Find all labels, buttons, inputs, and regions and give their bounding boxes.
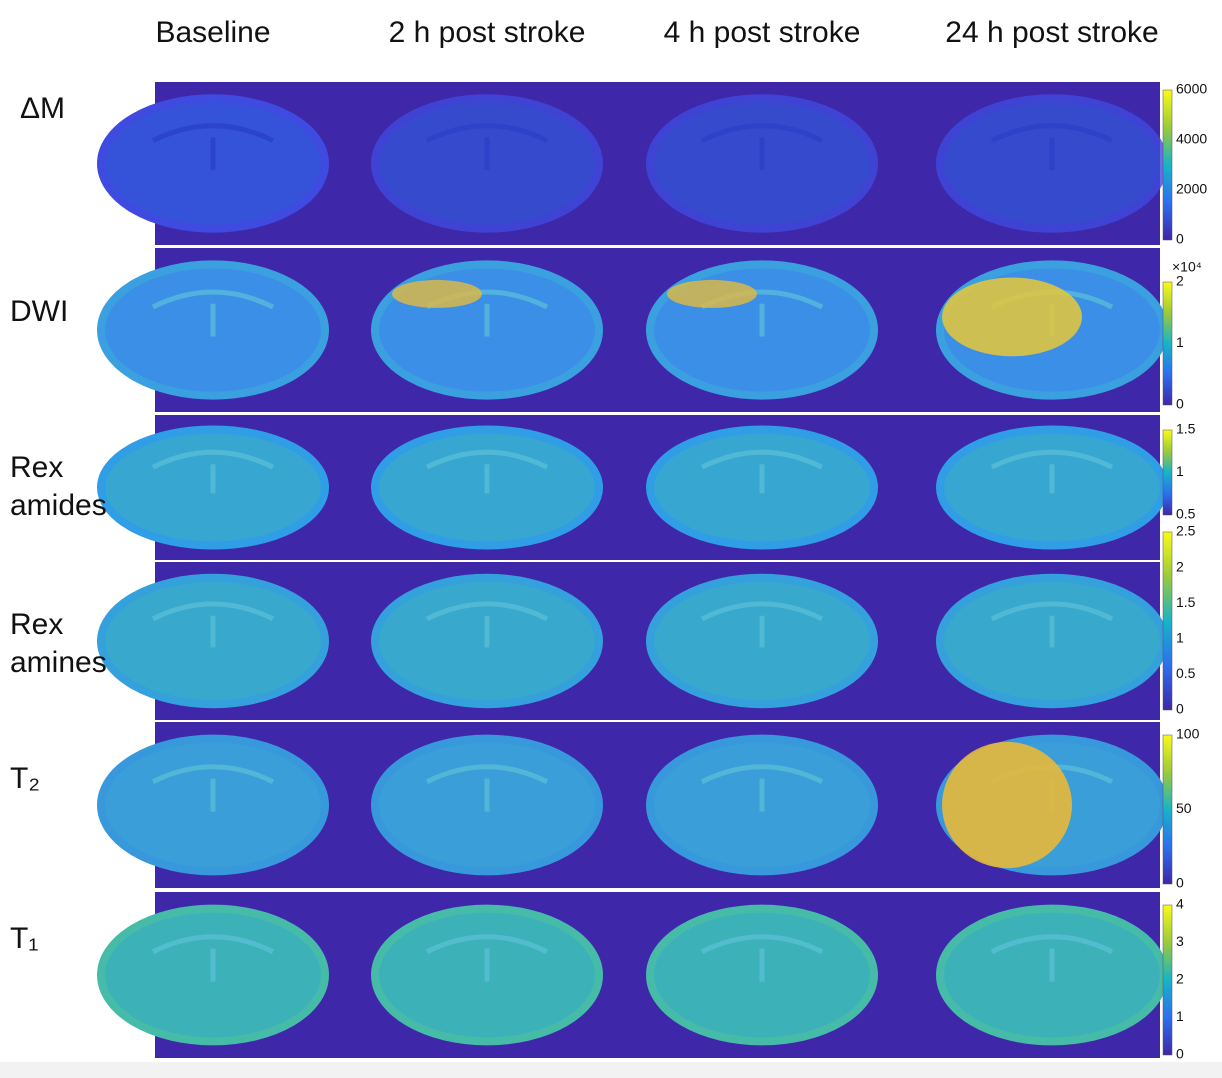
brain-structure <box>425 934 549 982</box>
column-header: 24 h post stroke <box>945 16 1158 49</box>
colorbar-multiplier: ×10⁴ <box>1172 259 1202 275</box>
colorbar-tick-label: 0 <box>1176 1046 1184 1062</box>
lesion <box>942 741 1072 869</box>
brain-structure <box>700 449 824 494</box>
colorbar-tick-label: 0 <box>1176 231 1184 247</box>
brain-structure <box>151 601 275 648</box>
row-label: amines <box>10 646 107 679</box>
column-header: Baseline <box>155 16 270 49</box>
row-label: amides <box>10 489 107 522</box>
row-label: DWI <box>10 295 68 328</box>
colorbar-tick-label: 1.5 <box>1176 594 1196 610</box>
brain-structure <box>990 123 1114 171</box>
colorbar-tick-label: 2 <box>1176 273 1184 289</box>
brain-structure <box>700 123 824 171</box>
row-label: T₁ <box>10 922 38 955</box>
colorbar-tick-label: 50 <box>1176 800 1192 816</box>
brain-structure <box>425 764 549 812</box>
brain-structure <box>700 764 824 812</box>
colorbar <box>1162 734 1173 885</box>
brain-structure <box>425 123 549 171</box>
brain-structure <box>990 934 1114 982</box>
colorbar-tick-label: 1 <box>1176 334 1184 350</box>
colorbar-tick-label: 4000 <box>1176 131 1207 147</box>
colorbar <box>1162 89 1173 241</box>
colorbar-tick-label: 2.5 <box>1176 523 1196 539</box>
colorbar-tick-label: 100 <box>1176 726 1200 742</box>
colorbar-tick-label: 2 <box>1176 558 1184 574</box>
row-label: Rex <box>10 451 63 484</box>
footer-strip <box>0 1062 1222 1078</box>
colorbar-tick-label: 0 <box>1176 701 1184 717</box>
colorbar-tick-label: 0.5 <box>1176 665 1196 681</box>
colorbar-tick-label: 4 <box>1176 896 1184 912</box>
colorbar-tick-label: 2 <box>1176 971 1184 987</box>
brain-structure <box>151 123 275 171</box>
brain-structure <box>700 601 824 648</box>
brain-structure <box>425 449 549 494</box>
colorbar-tick-label: 0 <box>1176 875 1184 891</box>
column-header: 4 h post stroke <box>664 16 861 49</box>
colorbar-tick-label: 1.5 <box>1176 421 1196 437</box>
colorbar <box>1162 531 1173 711</box>
brain-structure <box>151 289 275 337</box>
colorbar-tick-label: 2000 <box>1176 181 1207 197</box>
lesion <box>392 279 482 308</box>
brain-structure <box>425 601 549 648</box>
colorbar-tick-label: 0.5 <box>1176 506 1196 522</box>
colorbar-tick-label: 1 <box>1176 630 1184 646</box>
brain-structure <box>700 934 824 982</box>
colorbar-tick-label: 1 <box>1176 1008 1184 1024</box>
brain-structure <box>990 449 1114 494</box>
colorbar <box>1162 904 1173 1056</box>
row-label: T₂ <box>10 762 40 795</box>
row-label: Rex <box>10 608 63 641</box>
colorbar <box>1162 281 1173 406</box>
lesion <box>667 279 757 308</box>
colorbar <box>1162 429 1173 516</box>
lesion <box>942 277 1082 357</box>
colorbar-tick-label: 6000 <box>1176 81 1207 97</box>
column-header: 2 h post stroke <box>389 16 586 49</box>
brain-structure <box>990 601 1114 648</box>
colorbar-tick-label: 3 <box>1176 933 1184 949</box>
brain-structure <box>151 764 275 812</box>
colorbar-tick-label: 0 <box>1176 396 1184 412</box>
colorbar-tick-label: 1 <box>1176 463 1184 479</box>
row-label: ΔM <box>20 92 65 125</box>
brain-structure <box>151 449 275 494</box>
brain-structure <box>151 934 275 982</box>
